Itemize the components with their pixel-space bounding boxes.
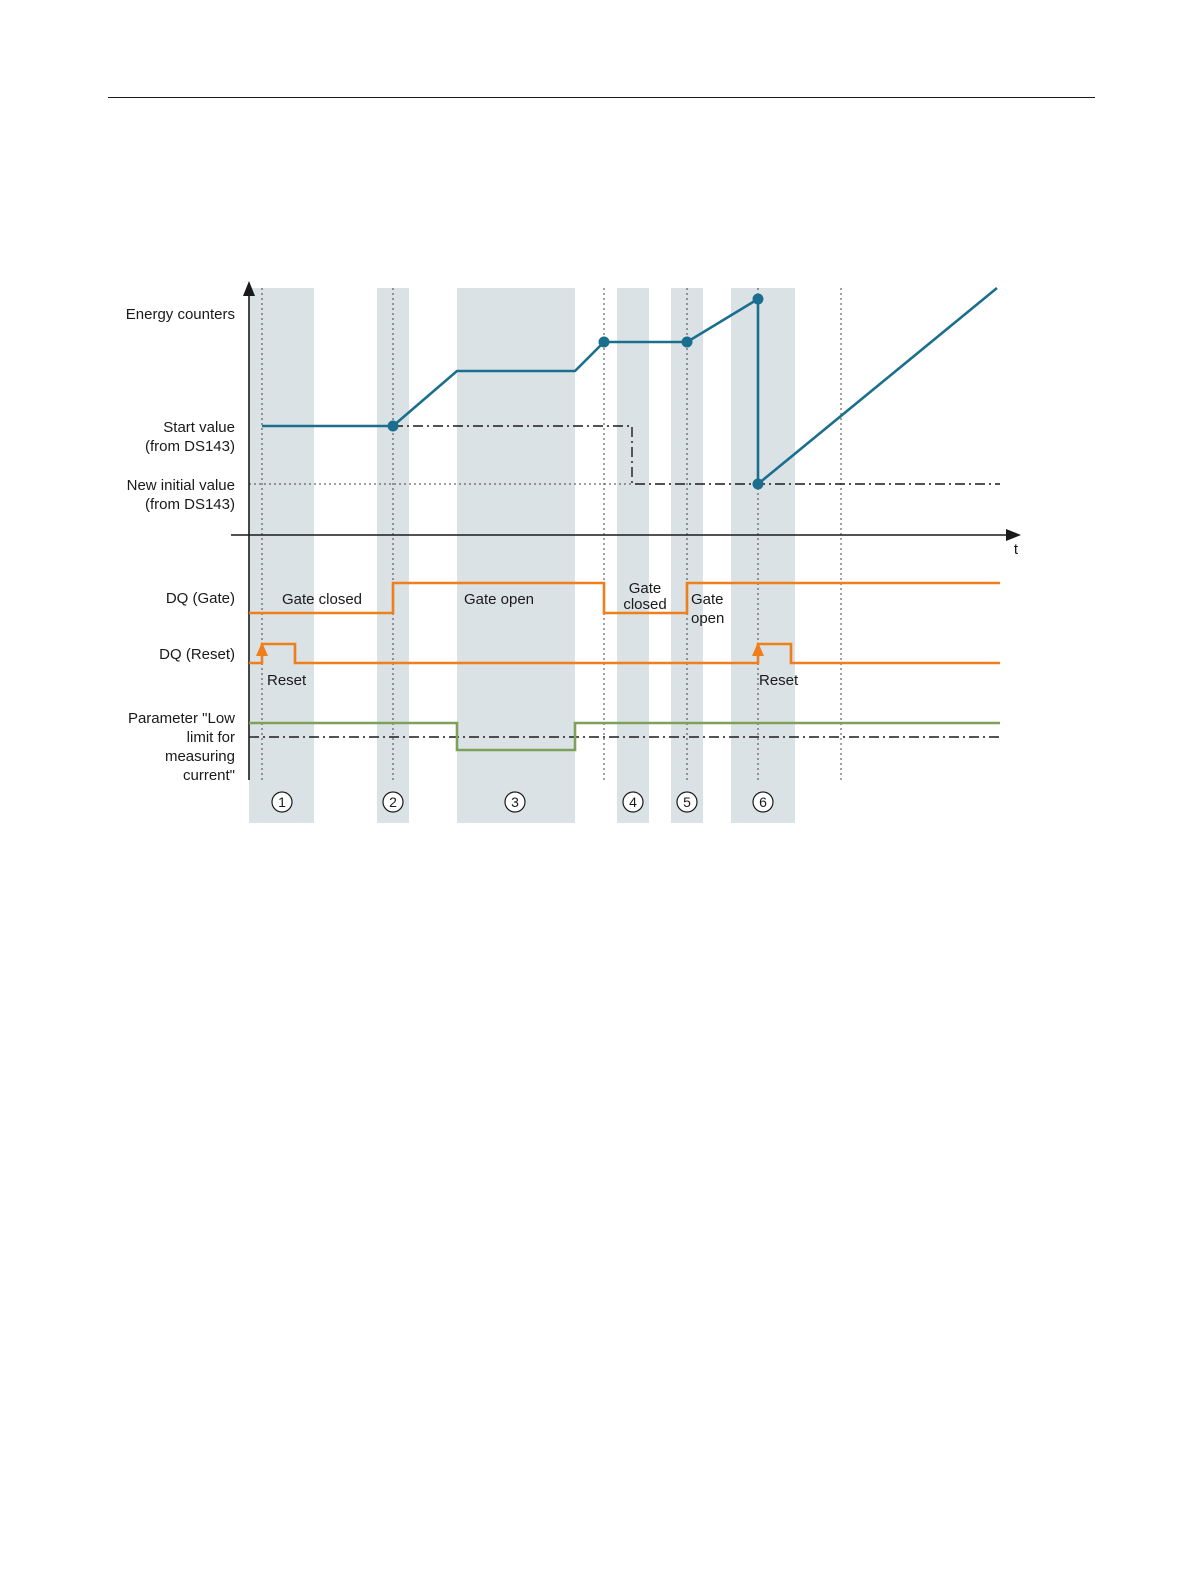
marker-1-number: 1 [278,794,286,810]
gate-open-annotation-2b: open [691,610,724,627]
gate-closed-annotation-2b: closed [623,596,666,613]
reset-edge-arrow-1 [256,642,268,656]
gate-open-annotation-1: Gate open [464,591,534,608]
marker-4: 4 [622,791,644,813]
time-axis-arrow [1006,529,1021,541]
parameter-label-line-4: current" [183,767,235,784]
marker-3-number: 3 [511,794,519,810]
energy-counters-label: Energy counters [126,306,235,323]
start-value-label: Start value [163,419,235,436]
reset-edge-arrow-2 [752,642,764,656]
reset-annotation-1: Reset [267,672,307,689]
dq-gate-label: DQ (Gate) [166,590,235,607]
gate-closed-annotation-1: Gate closed [282,591,362,608]
energy-point-gate-close [598,336,610,348]
marker-5: 5 [676,791,698,813]
marker-3: 3 [504,791,526,813]
reset-annotation-2: Reset [759,672,799,689]
energy-point-new-initial [752,478,764,490]
parameter-label-line-2: limit for [187,729,235,746]
time-axis-label: t [1014,541,1019,558]
phase-band-4 [617,288,649,823]
dq-reset-label: DQ (Reset) [159,646,235,663]
phase-band-3 [457,288,575,823]
phase-band-1 [249,288,314,823]
dq-gate-signal [249,581,1000,615]
start-value-source-label: (from DS143) [145,438,235,455]
marker-6: 6 [752,791,774,813]
y-axis-arrow [243,281,255,296]
energy-point-peak [752,293,764,305]
marker-5-number: 5 [683,794,691,810]
gate-open-annotation-2a: Gate [691,591,724,608]
phase-band-6 [731,288,795,823]
header-rule [108,97,1095,98]
energy-point-gate-open [681,336,693,348]
marker-2: 2 [382,791,404,813]
reference-value-line [393,425,1000,485]
parameter-label-line-1: Parameter "Low [128,710,235,727]
parameter-label-line-3: measuring [165,748,235,765]
marker-6-number: 6 [759,794,767,810]
parameter-signal [249,721,1000,752]
marker-2-number: 2 [389,794,397,810]
new-initial-value-label: New initial value [127,477,235,494]
energy-point-start [387,420,399,432]
new-initial-source-label: (from DS143) [145,496,235,513]
marker-4-number: 4 [629,794,637,810]
gate-closed-annotation-2a: Gate [629,580,662,597]
marker-1: 1 [271,791,293,813]
